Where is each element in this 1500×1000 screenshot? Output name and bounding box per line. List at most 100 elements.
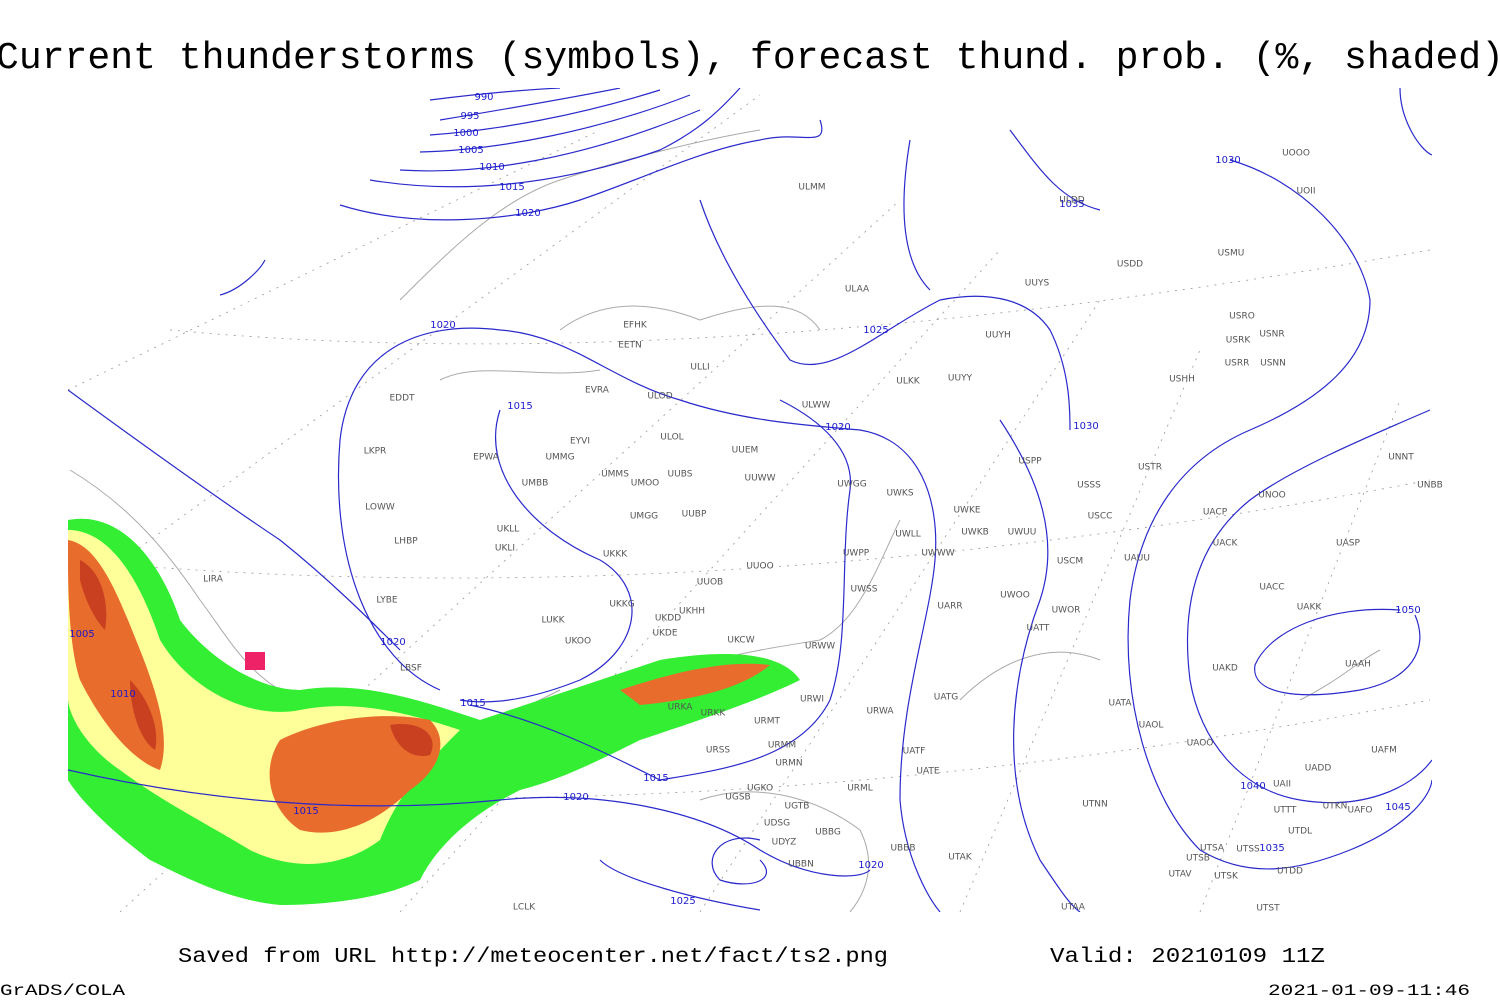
station-code: UAKK [1297, 603, 1323, 613]
isobars [68, 88, 1432, 912]
station-code: ULDD [1059, 196, 1085, 206]
isobar [219, 119, 823, 296]
station-code: UTKN [1323, 802, 1348, 812]
isobar [337, 327, 941, 912]
station-code: UBBG [815, 828, 841, 838]
station-code: UOII [1297, 187, 1316, 197]
isobar-label: 1010 [479, 162, 504, 173]
station-code: UKLL [497, 525, 520, 535]
station-code: UAOL [1139, 721, 1164, 731]
timestamp: 2021-01-09-11:46 [1268, 982, 1470, 1000]
station-code: UMOO [631, 479, 660, 489]
isobar-label: 1015 [460, 698, 485, 709]
station-code: UACP [1203, 508, 1228, 518]
station-code: UBBN [788, 860, 814, 870]
station-code: UGSB [725, 793, 750, 803]
station-code: LOWW [365, 503, 395, 513]
station-code: UKDE [652, 629, 677, 639]
isobar-label: 1020 [858, 860, 883, 871]
station-code: UWLL [895, 530, 921, 540]
station-code: EDDT [389, 394, 415, 404]
software: GrADS/COLA [0, 982, 126, 1000]
isobar [711, 88, 1432, 885]
station-code: UUYY [948, 374, 973, 384]
station-code: UKLI [495, 544, 515, 554]
station-code: UAOO [1187, 739, 1214, 749]
isobar-label: 1050 [1395, 605, 1420, 616]
station-code: UADD [1305, 764, 1332, 774]
station-code: UWUU [1008, 528, 1037, 538]
station-code: UWWW [921, 549, 954, 559]
station-code: UTAV [1168, 870, 1192, 880]
station-code: UTAA [1061, 903, 1086, 913]
station-code: UAII [1273, 780, 1291, 790]
station-code: UUYH [985, 331, 1010, 341]
station-code: UUBP [682, 510, 707, 520]
station-code: UMMS [601, 470, 629, 480]
station-code: USRO [1229, 312, 1255, 322]
isobar-label: 1015 [293, 806, 318, 817]
graticule [68, 94, 1431, 912]
station-code: UOOO [1282, 149, 1310, 159]
station-code: EFHK [623, 321, 648, 331]
station-code: UACC [1259, 583, 1284, 593]
station-code: ULMM [798, 183, 825, 193]
station-code: UWSS [851, 585, 878, 595]
station-code: ULAA [845, 285, 870, 295]
station-code: UAFM [1371, 746, 1397, 756]
station-code: USDD [1117, 260, 1143, 270]
isobar-label: 1010 [110, 689, 135, 700]
station-code: UDSG [764, 819, 790, 829]
station-code: UWOR [1052, 606, 1081, 616]
station-code: UKKK [603, 550, 628, 560]
isobar-label: 1040 [1240, 781, 1265, 792]
grid-lines [68, 94, 1401, 912]
station-code: UTDD [1277, 867, 1303, 877]
station-code: UGTB [785, 802, 810, 812]
isobar-label: 1020 [563, 792, 588, 803]
station-code: UARR [937, 602, 962, 612]
station-code: UUWW [745, 474, 776, 484]
isobar-label: 1020 [825, 422, 850, 433]
station-code: USSS [1077, 481, 1101, 491]
station-code: UAAH [1345, 660, 1371, 670]
station-code: EPWA [473, 453, 500, 463]
station-code: UTSA [1200, 844, 1225, 854]
station-code: UTNN [1082, 800, 1108, 810]
station-code: LCLK [513, 903, 536, 913]
station-code: UWPP [843, 549, 870, 559]
station-code: EVRA [585, 386, 610, 396]
station-code: USPP [1018, 457, 1042, 467]
station-code: UBBB [890, 844, 915, 854]
station-code: UWGG [837, 480, 866, 490]
station-code: UNOO [1258, 491, 1286, 501]
station-code: UKOO [565, 637, 591, 647]
station-code: USMU [1218, 249, 1245, 259]
isobar-label: 1030 [1215, 155, 1240, 166]
station-code: USHH [1169, 375, 1195, 385]
isobar-label: 1020 [515, 208, 540, 219]
station-code: UUYS [1025, 279, 1050, 289]
station-code: URKK [701, 709, 727, 719]
station-code: USNN [1260, 359, 1286, 369]
station-code: LIRA [203, 575, 224, 585]
station-code: UATG [934, 693, 959, 703]
station-code: URMT [754, 717, 781, 727]
isobar [459, 399, 852, 781]
station-code: UWKE [953, 506, 980, 516]
station-code: UKCW [727, 636, 754, 646]
isobar [699, 129, 1101, 431]
isobar-label: 1035 [1259, 843, 1284, 854]
station-code: USRR [1225, 359, 1250, 369]
station-code: URWA [866, 707, 894, 717]
station-code: URWW [805, 642, 835, 652]
station-code: URSS [706, 746, 731, 756]
station-code: UTSB [1186, 854, 1210, 864]
isobar-label: 1015 [499, 182, 524, 193]
station-code: UAUU [1124, 554, 1150, 564]
station-code: ULWW [802, 401, 831, 411]
station-code: LKPR [364, 447, 387, 457]
station-code: UACK [1213, 539, 1239, 549]
station-code: UNNT [1388, 453, 1414, 463]
